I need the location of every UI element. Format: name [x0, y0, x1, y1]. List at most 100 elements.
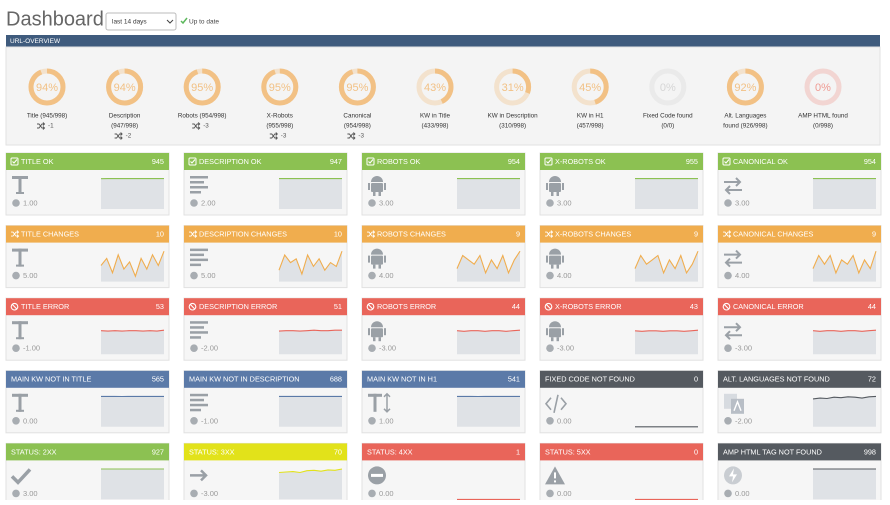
gauge-percent: 31%: [502, 82, 524, 94]
card-icon: [190, 254, 204, 257]
change-icon: [546, 417, 554, 425]
change-icon: [368, 417, 376, 425]
gauge-label: Alt. Languages: [724, 113, 766, 120]
card-title: TITLE CHANGES: [21, 230, 79, 239]
change-icon: [12, 272, 20, 280]
card-change: 4.00: [379, 271, 394, 280]
card-icon: [19, 249, 22, 267]
change-icon: [724, 344, 732, 352]
card-title: CANONICAL OK: [733, 157, 788, 166]
gauge-percent: 0%: [660, 82, 676, 94]
card-count: 947: [330, 157, 342, 166]
card-icon: [190, 331, 208, 334]
card-change: 3.00: [557, 198, 572, 207]
change-icon: [546, 199, 554, 207]
card-count: 10: [334, 230, 342, 239]
sparkline-area: [101, 179, 164, 209]
card-icon: [549, 256, 561, 265]
card-change: 0.00: [557, 489, 572, 498]
card-title: ROBOTS ERROR: [377, 302, 436, 311]
sparkline-area: [279, 330, 342, 354]
card-change: -2.00: [735, 416, 752, 425]
card-icon: [16, 337, 24, 339]
card-icon: [373, 265, 376, 269]
card-title: CANONICAL ERROR: [733, 302, 804, 311]
card-icon: [190, 259, 208, 262]
sparkline-area: [813, 330, 876, 354]
card-icon: [190, 409, 201, 412]
card-count: 9: [872, 230, 876, 239]
change-icon: [12, 417, 20, 425]
card-icon: [554, 480, 556, 482]
card-count: 955: [686, 157, 698, 166]
sparkline-area: [101, 469, 164, 499]
change-icon: [368, 490, 376, 498]
sparkline-area: [279, 179, 342, 209]
card-title: STATUS: 4XX: [367, 447, 413, 456]
card-count: 44: [512, 302, 520, 311]
card-icon: [190, 394, 208, 397]
card-icon: [562, 328, 564, 335]
gauge-label: (955/998): [266, 123, 293, 130]
sparkline-area: [279, 396, 342, 426]
card-count: 9: [694, 230, 698, 239]
change-icon: [368, 344, 376, 352]
card-change: 0.00: [557, 416, 572, 425]
change-icon: [546, 344, 554, 352]
gauge-percent: 95%: [269, 82, 291, 94]
change-icon: [190, 272, 198, 280]
card-icon: [371, 256, 383, 265]
card-icon: [557, 192, 560, 196]
card-icon: [190, 264, 201, 267]
gauge-change: -3: [281, 133, 287, 140]
card-icon: [371, 328, 383, 337]
card-title: FIXED CODE NOT FOUND: [545, 375, 635, 384]
status-text: Up to date: [189, 19, 219, 26]
sparkline-area: [813, 396, 876, 426]
card-icon: [562, 256, 564, 263]
card-icon: [16, 265, 24, 267]
gauge-label: (0/0): [661, 123, 674, 130]
gauge-change: -1: [48, 123, 54, 130]
card-title: TITLE ERROR: [21, 302, 69, 311]
card-count: 0: [694, 375, 698, 384]
card-count: 44: [868, 302, 876, 311]
card-icon: [371, 183, 383, 192]
card-title: STATUS: 3XX: [189, 447, 235, 456]
card-count: 1: [516, 447, 520, 456]
card-count: 565: [152, 375, 164, 384]
card-title: MAIN KW NOT IN H1: [367, 375, 437, 384]
card-title: DESCRIPTION CHANGES: [199, 230, 287, 239]
status-check: [181, 18, 187, 23]
gauge-label: Robots (954/998): [178, 113, 227, 120]
card-icon: [557, 265, 560, 269]
sparkline-area: [635, 330, 698, 354]
card-icon: [373, 192, 376, 196]
sparkline-area: [101, 330, 164, 354]
gauge-change: -3: [358, 133, 364, 140]
card-icon: [384, 183, 386, 190]
sparkline-area: [813, 469, 876, 499]
range-option[interactable]: last 14 days: [112, 19, 147, 26]
card-icon: [374, 394, 377, 412]
gauge-percent: 94%: [36, 82, 58, 94]
page-title: Dashboard: [6, 8, 104, 30]
change-icon: [12, 344, 20, 352]
gauge-label: found (926/998): [723, 123, 767, 130]
change-icon: [12, 199, 20, 207]
gauge-label: KW in H1: [577, 113, 604, 120]
card-icon: [16, 410, 24, 412]
card-icon: [190, 336, 201, 339]
card-title: CANONICAL CHANGES: [733, 230, 814, 239]
gauge-percent: 45%: [579, 82, 601, 94]
card-count: 688: [330, 375, 342, 384]
card-icon: [371, 474, 383, 477]
card-icon: [557, 337, 560, 341]
card-icon: [546, 328, 548, 335]
sparkline-area: [813, 179, 876, 209]
card-title: TITLE OK: [21, 157, 54, 166]
card-icon: [190, 176, 208, 179]
card-change: -3.00: [379, 344, 396, 353]
change-icon: [190, 417, 198, 425]
